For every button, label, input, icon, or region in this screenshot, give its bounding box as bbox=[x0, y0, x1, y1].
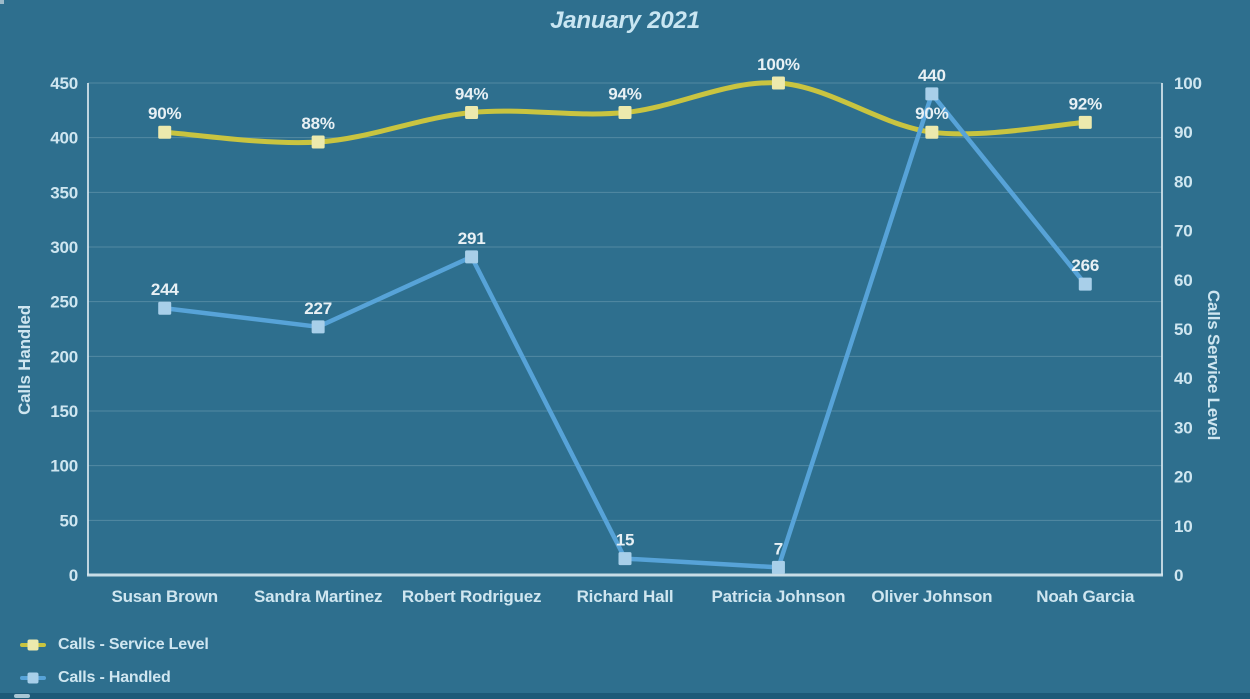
data-point-label: 90% bbox=[915, 104, 949, 123]
left-axis-tick-label: 200 bbox=[50, 347, 78, 366]
left-axis-tick-label: 350 bbox=[50, 183, 78, 202]
left-axis-tick-label: 250 bbox=[50, 293, 78, 312]
right-axis-tick-label: 90 bbox=[1174, 123, 1193, 142]
handled-series-marker-icon bbox=[20, 672, 46, 684]
legend-item-handled[interactable]: Calls - Handled bbox=[20, 667, 209, 689]
data-point-marker bbox=[465, 106, 479, 120]
data-point-label: 440 bbox=[918, 66, 946, 85]
data-point-marker bbox=[158, 301, 172, 315]
data-point-marker bbox=[311, 135, 325, 149]
data-point-label: 88% bbox=[301, 114, 335, 133]
data-point-marker bbox=[158, 125, 172, 139]
data-point-label: 291 bbox=[458, 229, 486, 248]
category-label: Patricia Johnson bbox=[712, 587, 846, 606]
data-point-label: 94% bbox=[455, 85, 489, 104]
data-point-label: 100% bbox=[757, 55, 800, 74]
category-label: Oliver Johnson bbox=[871, 587, 992, 606]
right-axis-tick-label: 60 bbox=[1174, 271, 1193, 290]
data-point-label: 227 bbox=[304, 299, 332, 318]
category-label: Sandra Martinez bbox=[254, 587, 382, 606]
right-axis-tick-label: 40 bbox=[1174, 369, 1193, 388]
data-point-marker bbox=[925, 125, 939, 139]
category-label: Noah Garcia bbox=[1036, 587, 1135, 606]
data-point-label: 266 bbox=[1071, 256, 1099, 275]
left-axis-tick-label: 0 bbox=[69, 566, 78, 585]
data-point-label: 90% bbox=[148, 104, 182, 123]
data-point-marker bbox=[1078, 277, 1092, 291]
bottom-scrollbar-track bbox=[0, 693, 1250, 699]
left-axis-tick-label: 50 bbox=[59, 511, 78, 530]
left-axis-tick-label: 400 bbox=[50, 129, 78, 148]
left-axis-title: Calls Handled bbox=[15, 305, 34, 415]
legend-label-service-level: Calls - Service Level bbox=[58, 636, 209, 653]
right-axis-tick-label: 0 bbox=[1174, 566, 1183, 585]
left-axis-tick-label: 150 bbox=[50, 402, 78, 421]
left-axis-tick-label: 300 bbox=[50, 238, 78, 257]
right-axis-tick-label: 50 bbox=[1174, 320, 1193, 339]
right-axis-tick-label: 70 bbox=[1174, 222, 1193, 241]
right-axis-tick-label: 30 bbox=[1174, 418, 1193, 437]
category-label: Susan Brown bbox=[111, 587, 217, 606]
series-line-handled bbox=[162, 91, 1088, 570]
data-point-label: 244 bbox=[151, 280, 180, 299]
right-axis-title: Calls Service Level bbox=[1204, 289, 1223, 441]
data-point-marker bbox=[618, 552, 632, 566]
data-point-marker bbox=[618, 106, 632, 120]
data-point-marker bbox=[925, 87, 939, 101]
data-point-marker bbox=[771, 76, 785, 90]
data-point-marker bbox=[311, 320, 325, 334]
corner-artifact bbox=[0, 0, 4, 4]
scrollbar-handle[interactable] bbox=[14, 694, 30, 698]
data-point-marker bbox=[465, 250, 479, 264]
category-label: Richard Hall bbox=[577, 587, 674, 606]
right-axis-tick-label: 80 bbox=[1174, 172, 1193, 191]
left-axis-tick-label: 100 bbox=[50, 457, 78, 476]
category-label: Robert Rodriguez bbox=[402, 587, 541, 606]
data-point-label: 15 bbox=[616, 531, 635, 550]
legend-label-handled: Calls - Handled bbox=[58, 669, 171, 686]
left-axis-tick-label: 450 bbox=[50, 74, 78, 93]
legend-item-service-level[interactable]: Calls - Service Level bbox=[20, 634, 209, 656]
legend: Calls - Service Level Calls - Handled bbox=[20, 634, 209, 699]
right-axis-tick-label: 20 bbox=[1174, 468, 1193, 487]
data-point-marker bbox=[1078, 115, 1092, 129]
service-level-series-marker-icon bbox=[20, 639, 46, 651]
data-point-marker bbox=[771, 560, 785, 574]
chart-title: January 2021 bbox=[550, 7, 700, 34]
data-point-label: 94% bbox=[608, 85, 642, 104]
data-point-label: 92% bbox=[1069, 94, 1103, 113]
right-axis-tick-label: 100 bbox=[1174, 74, 1202, 93]
right-axis-tick-label: 10 bbox=[1174, 517, 1193, 536]
data-point-label: 7 bbox=[774, 539, 783, 558]
